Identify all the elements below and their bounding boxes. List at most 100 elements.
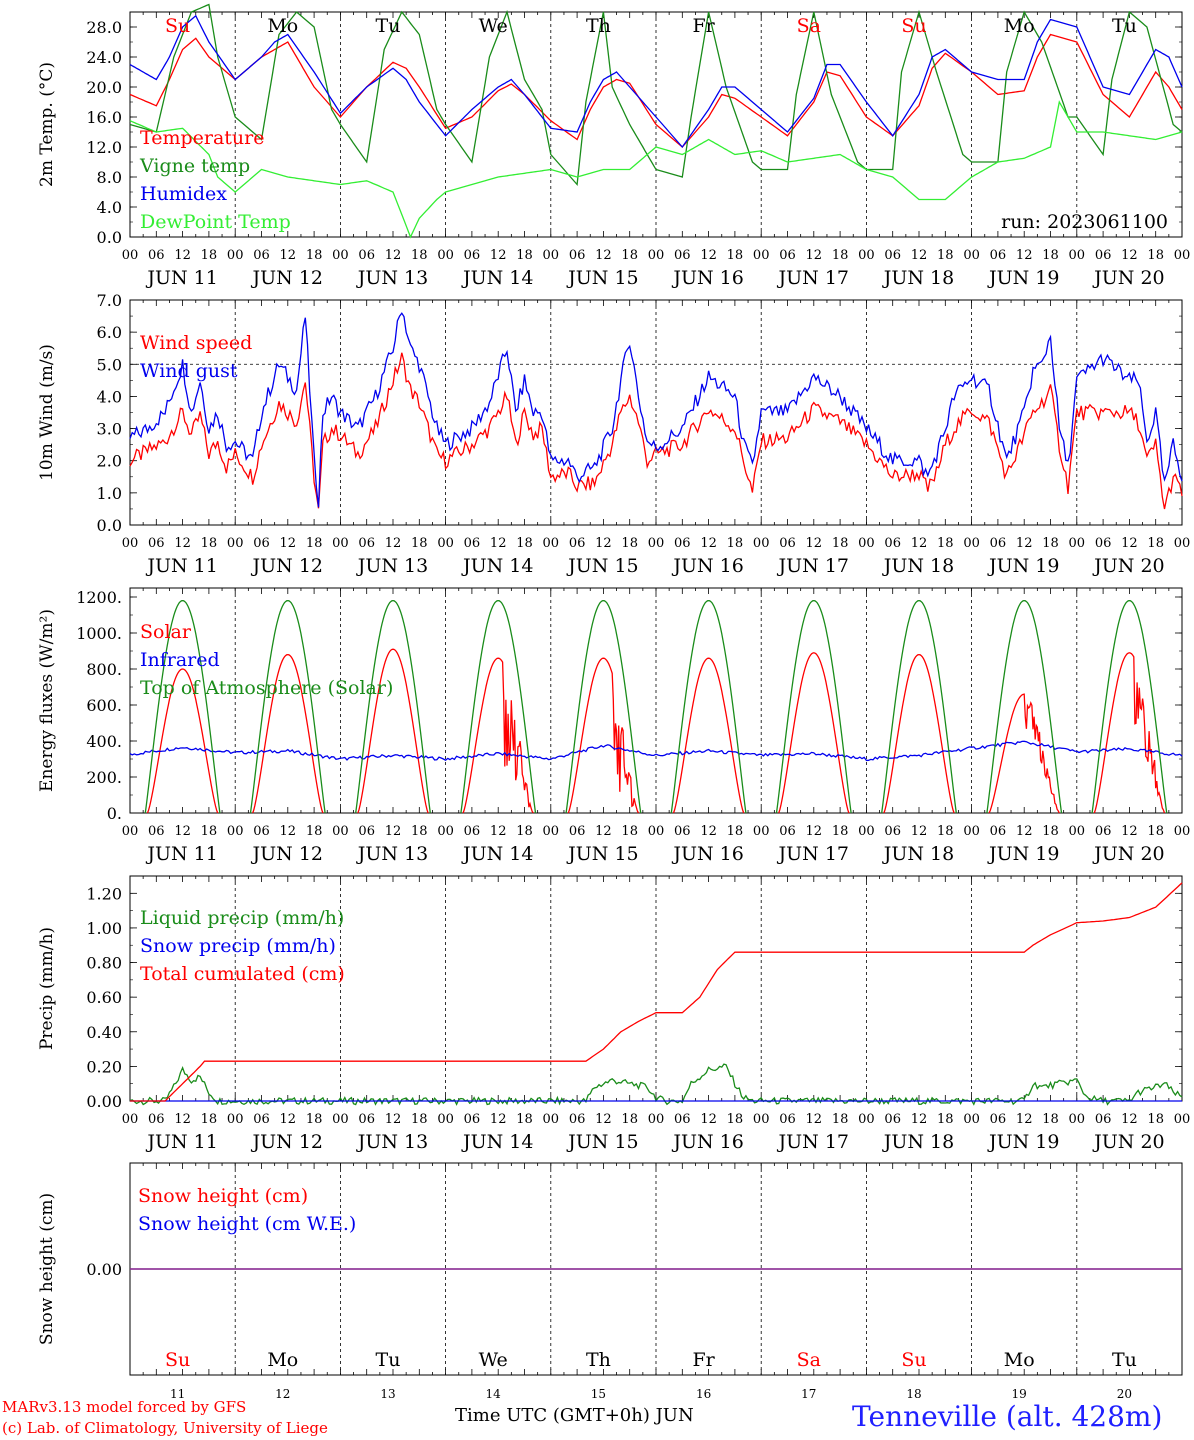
day-number: 13 bbox=[380, 1387, 395, 1401]
hour-label: 18 bbox=[621, 536, 638, 551]
hour-label: 18 bbox=[1147, 824, 1164, 839]
hour-label: 18 bbox=[516, 824, 533, 839]
y-tick-label: 3.0 bbox=[97, 420, 122, 439]
hour-label: 12 bbox=[911, 1112, 928, 1127]
hour-label: 00 bbox=[543, 824, 560, 839]
hour-label: 18 bbox=[937, 1112, 954, 1127]
hour-label: 12 bbox=[1016, 248, 1033, 263]
y-tick-label: 28.0 bbox=[86, 18, 122, 37]
day-abbr: Sa bbox=[797, 15, 821, 37]
date-label: JUN 17 bbox=[777, 555, 849, 577]
y-tick-label: 4.0 bbox=[97, 198, 122, 217]
day-number: 16 bbox=[696, 1387, 711, 1401]
y-axis-label: 10m Wind (m/s) bbox=[37, 344, 57, 481]
date-label: JUN 15 bbox=[566, 267, 638, 289]
day-number: 15 bbox=[591, 1387, 606, 1401]
hour-label: 18 bbox=[621, 824, 638, 839]
hour-label: 00 bbox=[1069, 824, 1086, 839]
hour-label: 18 bbox=[621, 248, 638, 263]
day-number: 11 bbox=[170, 1387, 185, 1401]
hour-label: 12 bbox=[174, 248, 191, 263]
date-label: JUN 20 bbox=[1092, 1131, 1164, 1153]
series-line-infrared bbox=[129, 740, 1183, 762]
date-label: JUN 14 bbox=[461, 555, 533, 577]
date-label: JUN 13 bbox=[356, 555, 428, 577]
hour-label: 00 bbox=[543, 248, 560, 263]
y-tick-label: 0.00 bbox=[86, 1260, 122, 1279]
hour-label: 00 bbox=[648, 248, 665, 263]
legend-entry: Temperature bbox=[140, 127, 264, 149]
hour-label: 18 bbox=[306, 536, 323, 551]
hour-label: 06 bbox=[779, 536, 796, 551]
series-line-dewpoint-temp bbox=[129, 100, 1183, 239]
hour-label: 12 bbox=[1121, 824, 1138, 839]
day-abbr: Tu bbox=[376, 15, 401, 37]
hour-label: 06 bbox=[148, 824, 165, 839]
hour-label: 18 bbox=[937, 536, 954, 551]
date-label: JUN 11 bbox=[145, 555, 217, 577]
hour-label: 18 bbox=[621, 1112, 638, 1127]
hour-label: 18 bbox=[727, 248, 744, 263]
hour-label: 18 bbox=[727, 536, 744, 551]
hour-label: 00 bbox=[1174, 824, 1191, 839]
date-label: JUN 15 bbox=[566, 1131, 638, 1153]
hour-label: 00 bbox=[753, 1112, 770, 1127]
y-tick-label: 12.0 bbox=[86, 138, 122, 157]
y-tick-label: 0.20 bbox=[86, 1057, 122, 1076]
y-tick-label: 1.00 bbox=[86, 919, 122, 938]
y-tick-label: 6.0 bbox=[97, 323, 122, 342]
date-label: JUN 18 bbox=[882, 1131, 954, 1153]
y-axis-label: 2m Temp. (°C) bbox=[37, 62, 57, 187]
hour-label: 00 bbox=[753, 536, 770, 551]
hour-label: 00 bbox=[227, 824, 244, 839]
hour-label: 06 bbox=[779, 824, 796, 839]
date-label: JUN 18 bbox=[882, 555, 954, 577]
hour-label: 00 bbox=[1174, 1112, 1191, 1127]
hour-label: 00 bbox=[332, 536, 349, 551]
legend-entry: Humidex bbox=[140, 183, 227, 205]
hour-label: 12 bbox=[280, 248, 297, 263]
date-label: JUN 14 bbox=[461, 267, 533, 289]
hour-label: 18 bbox=[201, 536, 218, 551]
panel-1 bbox=[129, 3, 1183, 239]
hour-label: 00 bbox=[227, 536, 244, 551]
hour-label: 18 bbox=[727, 1112, 744, 1127]
hour-label: 12 bbox=[490, 824, 507, 839]
day-number: 12 bbox=[275, 1387, 290, 1401]
hour-label: 06 bbox=[358, 248, 375, 263]
y-tick-label: 0.60 bbox=[86, 988, 122, 1007]
hour-label: 06 bbox=[253, 536, 270, 551]
hour-label: 12 bbox=[700, 248, 717, 263]
hour-label: 00 bbox=[858, 824, 875, 839]
hour-label: 00 bbox=[963, 824, 980, 839]
date-label: JUN 20 bbox=[1092, 555, 1164, 577]
hour-label: 00 bbox=[648, 536, 665, 551]
series-line-top-of-atmosphere-solar- bbox=[144, 599, 1168, 814]
hour-label: 12 bbox=[1121, 248, 1138, 263]
hour-label: 06 bbox=[148, 248, 165, 263]
legend-entry: Total cumulated (cm) bbox=[140, 963, 345, 985]
hour-label: 18 bbox=[1042, 824, 1059, 839]
hour-label: 12 bbox=[280, 1112, 297, 1127]
hour-label: 06 bbox=[779, 1112, 796, 1127]
day-number: 17 bbox=[801, 1387, 816, 1401]
hour-label: 00 bbox=[227, 1112, 244, 1127]
hour-label: 06 bbox=[990, 248, 1007, 263]
hour-label: 06 bbox=[358, 1112, 375, 1127]
hour-label: 06 bbox=[674, 248, 691, 263]
hour-label: 00 bbox=[437, 1112, 454, 1127]
date-label: JUN 11 bbox=[145, 267, 217, 289]
legend-entry: Solar bbox=[140, 621, 192, 643]
hour-label: 18 bbox=[411, 248, 428, 263]
hour-label: 00 bbox=[122, 536, 139, 551]
hour-label: 00 bbox=[648, 824, 665, 839]
y-tick-label: 7.0 bbox=[97, 291, 122, 310]
y-tick-label: 0.80 bbox=[86, 954, 122, 973]
hour-label: 12 bbox=[1121, 1112, 1138, 1127]
day-number: 18 bbox=[906, 1387, 921, 1401]
hour-label: 06 bbox=[358, 824, 375, 839]
date-label: JUN 15 bbox=[566, 843, 638, 865]
hour-label: 06 bbox=[569, 824, 586, 839]
hour-label: 12 bbox=[911, 824, 928, 839]
panel-2 bbox=[129, 299, 1183, 526]
